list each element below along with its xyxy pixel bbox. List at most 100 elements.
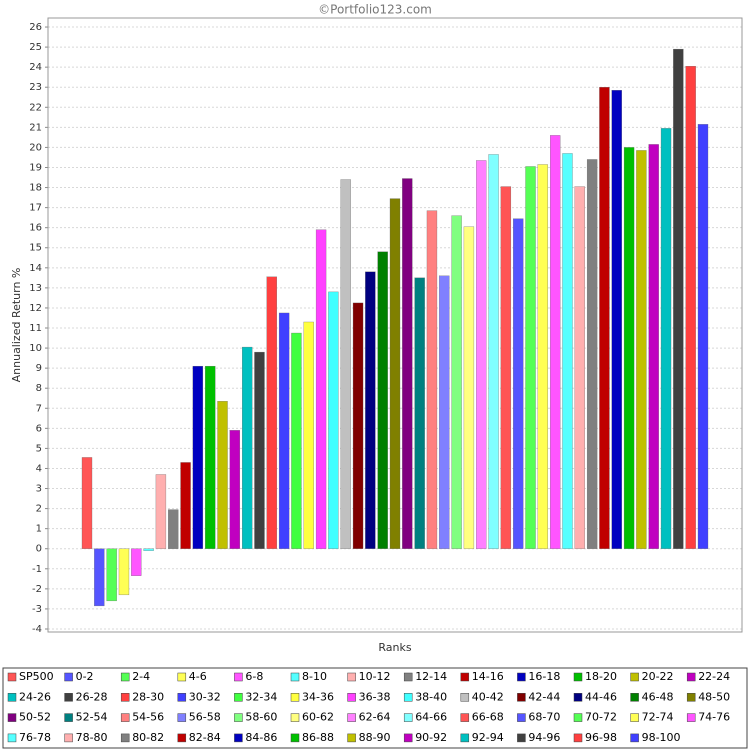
legend-swatch (347, 693, 356, 702)
legend-swatch (630, 672, 639, 682)
bar (229, 430, 240, 549)
legend-swatch (120, 672, 130, 682)
y-tick-label: 17 (29, 203, 42, 214)
bar (685, 66, 696, 549)
bar (439, 275, 450, 549)
bar (611, 90, 622, 549)
bar (131, 548, 142, 576)
bar (352, 302, 364, 549)
bar (377, 251, 388, 549)
legend-swatch (460, 693, 470, 702)
legend-label: 16-18 (528, 670, 560, 683)
bar (623, 147, 635, 549)
legend-label: 48-50 (698, 690, 730, 703)
legend-swatch (517, 733, 526, 743)
legend-swatch (64, 672, 73, 682)
legend-swatch (460, 713, 470, 722)
y-tick-label: 0 (36, 544, 42, 555)
legend-swatch (630, 693, 639, 702)
legend-swatch (234, 693, 243, 702)
y-tick-label: 21 (29, 122, 42, 133)
bar (537, 164, 548, 549)
legend-label: 40-42 (472, 690, 504, 703)
legend-swatch (290, 693, 300, 702)
legend-label: 72-74 (642, 711, 674, 724)
legend-label: 0-2 (76, 670, 94, 683)
legend-label: 36-38 (359, 690, 391, 703)
legend-swatch (460, 672, 470, 682)
bar (328, 291, 339, 549)
legend-label: 14-16 (472, 670, 504, 683)
legend-label: 26-28 (76, 690, 108, 703)
bar (426, 210, 438, 549)
legend-label: 78-80 (76, 731, 108, 744)
bar (660, 128, 672, 549)
legend-label: 96-98 (585, 731, 617, 744)
legend-swatch (630, 713, 639, 722)
legend-swatch (630, 733, 639, 743)
bar (81, 457, 93, 549)
bar (242, 346, 253, 549)
legend-swatch (7, 693, 17, 702)
legend-swatch (234, 733, 243, 743)
legend-label: 28-30 (132, 690, 164, 703)
legend-label: 70-72 (585, 711, 617, 724)
legend-label: 84-86 (245, 731, 277, 744)
legend-label: 94-96 (528, 731, 560, 744)
legend-label: 66-68 (472, 711, 504, 724)
bar (463, 226, 475, 549)
legend-label: 68-70 (528, 711, 560, 724)
legend-label: 64-66 (415, 711, 447, 724)
legend-swatch (290, 713, 300, 722)
legend-swatch (120, 713, 130, 722)
legend-label: 22-24 (698, 670, 730, 683)
y-tick-label: 16 (29, 223, 42, 234)
bar (488, 154, 499, 549)
y-tick-label: 19 (29, 162, 42, 173)
legend-swatch (177, 713, 187, 722)
legend-swatch (686, 672, 696, 682)
plot-border (47, 17, 743, 633)
legend-label: 86-88 (302, 731, 334, 744)
legend-swatch (347, 733, 356, 743)
y-tick-label: 2 (36, 504, 42, 515)
legend-label: 30-32 (189, 690, 221, 703)
bar (205, 365, 216, 549)
bar (402, 178, 413, 549)
bar (143, 548, 154, 551)
legend-swatch (403, 693, 413, 702)
bar (476, 160, 487, 549)
legend-swatch (177, 672, 187, 682)
legend-label: 12-14 (415, 670, 447, 683)
bar (118, 548, 130, 596)
bar (180, 462, 191, 549)
y-tick-label: 8 (36, 383, 42, 394)
legend-label: 24-26 (19, 690, 51, 703)
y-tick-label: 9 (36, 363, 42, 374)
legend-swatch (686, 713, 696, 722)
legend-label: SP500 (19, 670, 54, 683)
legend-label: 32-34 (245, 690, 277, 703)
legend-swatch (177, 733, 187, 743)
legend-label: 8-10 (302, 670, 327, 683)
y-axis-label: Annualized Return % (10, 268, 23, 383)
legend-label: 20-22 (642, 670, 674, 683)
bar (389, 198, 401, 549)
y-tick-label: 7 (36, 403, 42, 414)
legend-swatch (403, 733, 413, 743)
bar (303, 321, 314, 549)
bar (217, 401, 228, 549)
bar (291, 332, 302, 549)
legend-label: 10-12 (359, 670, 391, 683)
y-tick-label: 25 (29, 42, 42, 53)
y-tick-label: 1 (36, 524, 42, 535)
bar (315, 229, 327, 549)
bar (94, 548, 105, 607)
legend-swatch (120, 733, 130, 743)
legend-label: 74-76 (698, 711, 730, 724)
legend-swatch (7, 672, 17, 682)
legend-swatch (517, 693, 526, 702)
y-tick-label: -2 (32, 584, 42, 595)
y-tick-label: -3 (32, 604, 42, 615)
y-tick-label: 15 (29, 243, 42, 254)
